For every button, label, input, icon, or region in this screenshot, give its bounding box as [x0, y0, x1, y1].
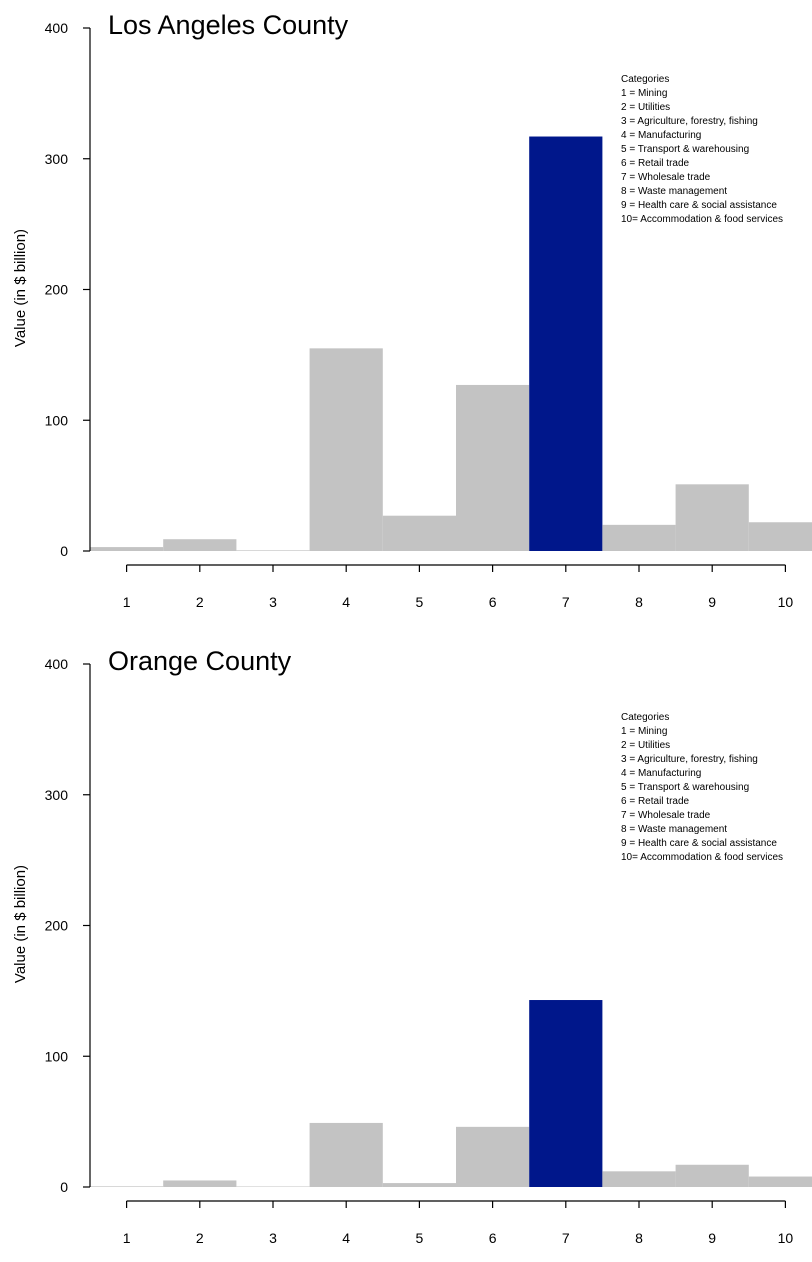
- bar-category-10: [748, 1176, 812, 1187]
- x-tick-label: 10: [778, 594, 794, 610]
- bar-category-9: [675, 1164, 749, 1187]
- legend-entry: 4 = Manufacturing: [621, 130, 701, 141]
- x-tick-label: 8: [635, 594, 643, 610]
- x-tick-label: 9: [708, 1230, 716, 1246]
- bar-category-10: [748, 522, 812, 551]
- bar-category-6: [456, 384, 530, 551]
- x-tick-label: 3: [269, 1230, 277, 1246]
- legend-entry: 10= Accommodation & food services: [621, 214, 783, 225]
- x-tick-label: 10: [778, 1230, 794, 1246]
- y-tick-label: 200: [45, 918, 69, 934]
- bar-category-4: [309, 1122, 383, 1187]
- bar-category-2: [163, 1180, 237, 1187]
- legend-entry: 1 = Mining: [621, 726, 667, 737]
- bar-chart-orange: Orange County Value (in $ billion) Categ…: [12, 646, 812, 1246]
- y-axis: 0 100 200 300 400: [45, 656, 91, 1195]
- bars: [90, 136, 812, 551]
- x-tick-label: 2: [196, 594, 204, 610]
- legend-title: Categories: [621, 712, 669, 723]
- bar-category-7: [529, 136, 603, 551]
- bar-category-8: [602, 1171, 676, 1187]
- legend-entry: 8 = Waste management: [621, 186, 727, 197]
- bar-category-8: [602, 524, 676, 551]
- x-tick-label: 7: [562, 1230, 570, 1246]
- y-tick-label: 300: [45, 151, 69, 167]
- y-axis-label: Value (in $ billion): [12, 229, 29, 347]
- y-tick-label: 0: [60, 1179, 68, 1195]
- bar-category-1: [90, 547, 164, 551]
- x-axis: 1 2 3 4 5 6 7 8 9 10: [123, 564, 794, 610]
- bar-category-3: [236, 550, 310, 551]
- bar-category-3: [236, 1186, 310, 1187]
- x-tick-label: 5: [416, 1230, 424, 1246]
- legend-entry: 2 = Utilities: [621, 740, 670, 751]
- bars: [90, 1000, 812, 1187]
- y-tick-label: 100: [45, 1048, 69, 1064]
- y-axis: 0 100 200 300 400: [45, 20, 91, 559]
- x-tick-label: 2: [196, 1230, 204, 1246]
- legend-entry: 6 = Retail trade: [621, 796, 690, 807]
- x-tick-label: 5: [416, 594, 424, 610]
- x-tick-label: 1: [123, 1230, 131, 1246]
- bar-category-2: [163, 539, 237, 551]
- x-tick-label: 6: [489, 594, 497, 610]
- legend: Categories 1 = Mining 2 = Utilities 3 = …: [621, 74, 783, 225]
- x-tick-label: 7: [562, 594, 570, 610]
- bar-category-9: [675, 484, 749, 551]
- chart-title: Orange County: [108, 646, 292, 676]
- bar-category-5: [382, 1183, 456, 1187]
- x-tick-label: 1: [123, 594, 131, 610]
- chart-panel-orange: Orange County Value (in $ billion) Categ…: [0, 636, 812, 1262]
- legend-entry: 9 = Health care & social assistance: [621, 200, 777, 211]
- legend-entry: 8 = Waste management: [621, 824, 727, 835]
- legend-entry: 7 = Wholesale trade: [621, 810, 711, 821]
- bar-category-1: [90, 1186, 164, 1187]
- legend-entry: 3 = Agriculture, forestry, fishing: [621, 754, 758, 765]
- bar-category-5: [382, 515, 456, 551]
- legend-entry: 1 = Mining: [621, 88, 667, 99]
- legend-entry: 3 = Agriculture, forestry, fishing: [621, 116, 758, 127]
- x-tick-label: 9: [708, 594, 716, 610]
- y-tick-label: 400: [45, 656, 69, 672]
- legend-entry: 6 = Retail trade: [621, 158, 690, 169]
- x-tick-label: 4: [342, 594, 350, 610]
- x-tick-label: 6: [489, 1230, 497, 1246]
- x-tick-label: 3: [269, 594, 277, 610]
- bar-category-6: [456, 1126, 530, 1187]
- bar-chart-los-angeles: Los Angeles County Value (in $ billion) …: [12, 10, 812, 610]
- legend-entry: 9 = Health care & social assistance: [621, 838, 777, 849]
- legend: Categories 1 = Mining 2 = Utilities 3 = …: [621, 712, 783, 863]
- legend-entry: 5 = Transport & warehousing: [621, 782, 749, 793]
- legend-title: Categories: [621, 74, 669, 85]
- y-tick-label: 100: [45, 412, 69, 428]
- y-tick-label: 300: [45, 787, 69, 803]
- y-tick-label: 400: [45, 20, 69, 36]
- chart-title: Los Angeles County: [108, 10, 349, 40]
- y-tick-label: 0: [60, 543, 68, 559]
- x-axis: 1 2 3 4 5 6 7 8 9 10: [123, 1200, 794, 1246]
- legend-entry: 7 = Wholesale trade: [621, 172, 711, 183]
- legend-entry: 4 = Manufacturing: [621, 768, 701, 779]
- x-tick-label: 8: [635, 1230, 643, 1246]
- bar-category-7: [529, 1000, 603, 1187]
- x-tick-label: 4: [342, 1230, 350, 1246]
- legend-entry: 5 = Transport & warehousing: [621, 144, 749, 155]
- legend-entry: 10= Accommodation & food services: [621, 852, 783, 863]
- chart-panel-los-angeles: Los Angeles County Value (in $ billion) …: [0, 0, 812, 626]
- y-tick-label: 200: [45, 282, 69, 298]
- legend-entry: 2 = Utilities: [621, 102, 670, 113]
- bar-category-4: [309, 348, 383, 551]
- y-axis-label: Value (in $ billion): [12, 865, 29, 983]
